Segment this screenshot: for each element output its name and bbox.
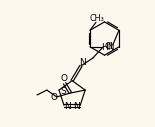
Text: O: O [50,93,57,102]
Text: CH₃: CH₃ [90,14,104,23]
Text: N: N [65,102,71,111]
Text: HN: HN [101,43,115,52]
Text: S: S [60,87,66,96]
Text: N: N [80,58,86,67]
Text: Cl: Cl [104,42,113,51]
Text: N: N [73,102,80,111]
Text: O: O [60,74,67,83]
